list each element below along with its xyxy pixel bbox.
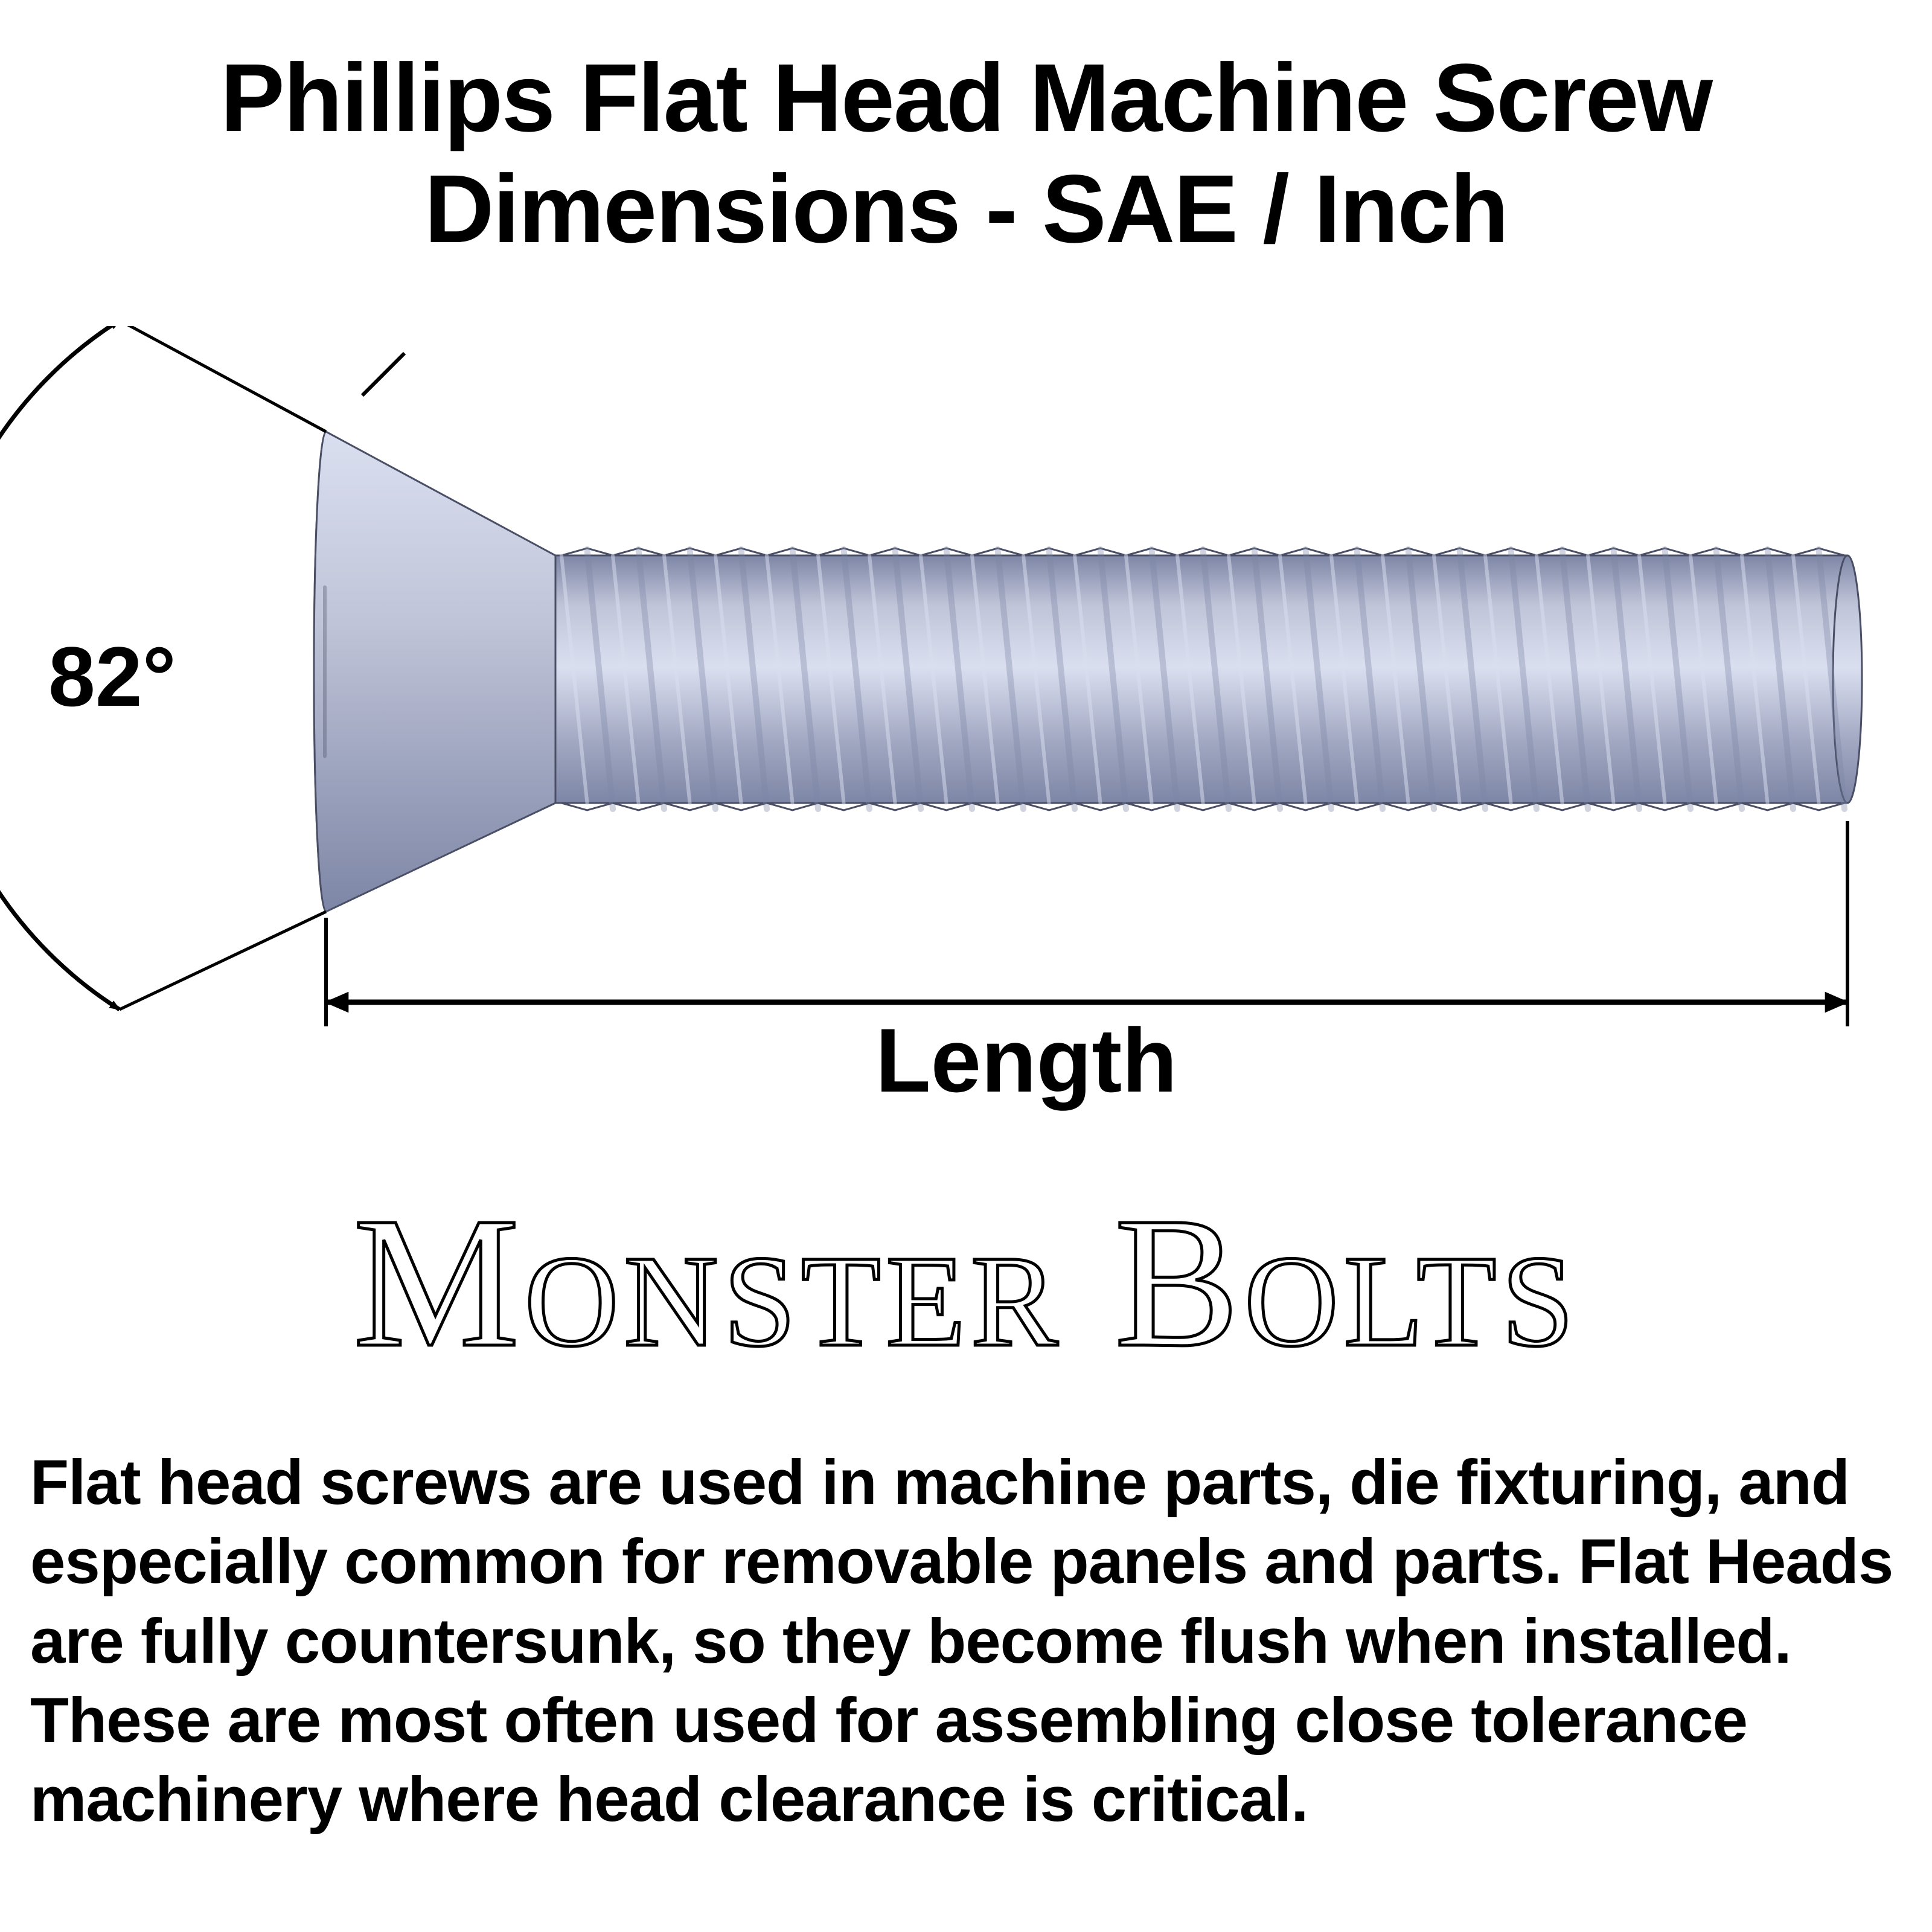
title-line-1: Phillips Flat Head Machine Screw [0, 42, 1932, 153]
description-text: Flat head screws are used in machine par… [30, 1443, 1902, 1839]
screw-diagram: 82° Length [0, 326, 1932, 1171]
title-line-2: Dimensions - SAE / Inch [0, 153, 1932, 264]
length-dimension-label: Length [875, 1008, 1177, 1113]
title-block: Phillips Flat Head Machine Screw Dimensi… [0, 0, 1932, 264]
angle-dimension-label: 82° [48, 628, 176, 726]
brand-watermark: Monster Bolts [0, 1189, 1932, 1377]
